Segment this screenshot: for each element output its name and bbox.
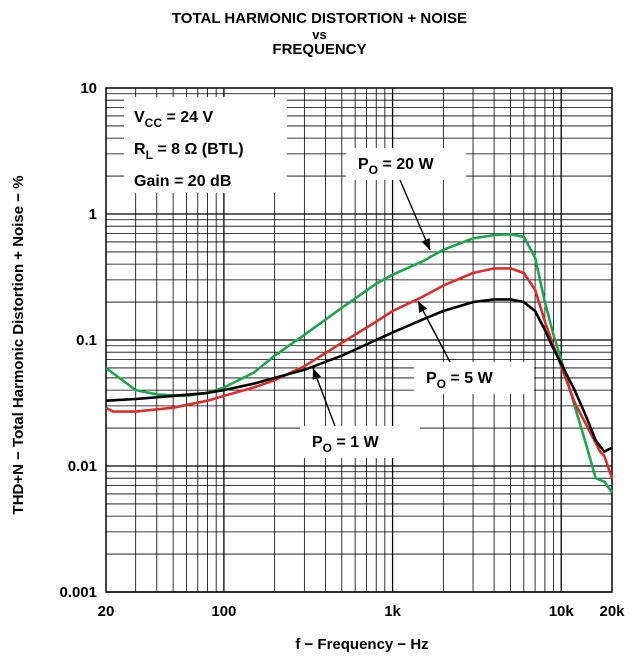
condition-rl: RL = 8 Ω (BTL) — [134, 141, 244, 162]
series-label-2-rest: = 1 W — [332, 434, 380, 451]
series-line-2 — [105, 298, 613, 453]
chart-title-line-2: vs — [312, 27, 327, 42]
condition-gain: Gain = 20 dB — [134, 173, 231, 190]
y-tick-label: 0.01 — [68, 458, 97, 475]
condition-vcc: VCC = 24 V — [134, 109, 213, 130]
x-tick-label: 10k — [549, 603, 575, 620]
x-tick-label: 20 — [98, 603, 115, 620]
y-axis-label: THD+N − Total Harmonic Distortion + Nois… — [10, 176, 27, 515]
x-tick-label: 20k — [599, 603, 625, 620]
series-arrow-1-line — [417, 300, 451, 363]
y-tick-label: 0.001 — [59, 584, 97, 601]
series-label-1: PO = 5 W — [426, 370, 494, 391]
series-label-1-rest: = 5 W — [446, 370, 494, 387]
y-tick-label: 10 — [80, 80, 97, 97]
conditions-box — [124, 97, 287, 193]
series-line-1 — [105, 267, 614, 479]
x-axis-label: f − Frequency − Hz — [295, 636, 428, 653]
y-tick-label: 0.1 — [76, 332, 97, 349]
condition-rl-main: R — [134, 141, 146, 158]
y-tick-label: 1 — [89, 206, 97, 223]
series-label-1-main: P — [426, 370, 437, 387]
series-label-2: PO = 1 W — [312, 434, 380, 455]
series-arrow-1-head — [418, 301, 428, 313]
condition-rl-sub: L — [146, 148, 153, 162]
condition-rl-rest: = 8 Ω (BTL) — [153, 141, 244, 158]
series-arrow-2-head — [312, 368, 322, 380]
series-label-0-main: P — [358, 156, 369, 173]
series-label-0: PO = 20 W — [358, 156, 434, 177]
chart-title-line-1: TOTAL HARMONIC DISTORTION + NOISE — [171, 10, 468, 27]
x-tick-label: 100 — [211, 603, 236, 620]
series-label-box-2 — [300, 426, 420, 458]
series-label-2-main: P — [312, 434, 323, 451]
condition-vcc-main: V — [134, 109, 145, 126]
series-label-2-sub: O — [323, 441, 332, 455]
series-label-0-rest: = 20 W — [378, 156, 434, 173]
series-label-box-1 — [414, 362, 534, 394]
plot-frame — [105, 87, 613, 593]
series-label-box-0 — [346, 148, 466, 180]
condition-vcc-rest: = 24 V — [162, 109, 213, 126]
tick-labels: 20 100 1k 10k 20k 0.001 0.01 0.1 1 10 — [59, 80, 625, 620]
series-arrow-0-line — [399, 179, 431, 251]
series-layer — [105, 233, 614, 493]
condition-vcc-sub: CC — [145, 116, 163, 130]
series-label-1-sub: O — [437, 377, 446, 391]
series-label-0-sub: O — [369, 163, 378, 177]
x-tick-label: 1k — [384, 603, 401, 620]
chart-title-line-3: FREQUENCY — [272, 41, 367, 58]
series-arrow-0-head — [421, 238, 430, 250]
